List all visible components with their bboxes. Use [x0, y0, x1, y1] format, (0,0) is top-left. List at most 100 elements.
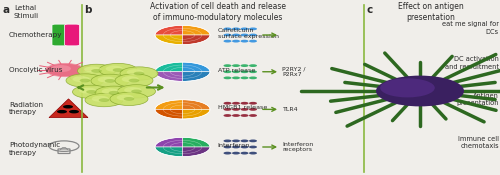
Circle shape	[232, 114, 240, 117]
Circle shape	[232, 152, 240, 155]
Circle shape	[240, 114, 248, 117]
Circle shape	[249, 146, 257, 148]
Circle shape	[249, 40, 257, 43]
Text: Antigen
presentation: Antigen presentation	[456, 93, 499, 107]
Circle shape	[104, 79, 116, 83]
Circle shape	[232, 76, 240, 79]
Wedge shape	[182, 62, 210, 72]
Wedge shape	[155, 109, 182, 119]
Wedge shape	[155, 72, 182, 81]
Circle shape	[69, 110, 79, 113]
Circle shape	[376, 76, 464, 106]
Circle shape	[124, 87, 142, 93]
Wedge shape	[182, 137, 210, 147]
Circle shape	[72, 76, 90, 82]
Circle shape	[240, 108, 248, 111]
Circle shape	[224, 152, 232, 155]
Circle shape	[66, 74, 104, 87]
Circle shape	[249, 108, 257, 111]
Circle shape	[380, 78, 435, 97]
Circle shape	[46, 63, 84, 77]
Text: a: a	[2, 5, 10, 15]
Circle shape	[120, 67, 158, 80]
Circle shape	[240, 40, 248, 43]
Circle shape	[224, 102, 232, 105]
Wedge shape	[155, 147, 182, 157]
Circle shape	[112, 68, 124, 72]
Wedge shape	[182, 72, 210, 81]
Text: P2RY2 /
P2Rx7: P2RY2 / P2Rx7	[282, 66, 306, 77]
Circle shape	[63, 105, 73, 108]
Circle shape	[240, 146, 248, 148]
Circle shape	[106, 66, 123, 72]
Circle shape	[240, 64, 248, 67]
Circle shape	[84, 66, 101, 73]
Circle shape	[240, 70, 248, 73]
Circle shape	[232, 139, 240, 142]
Circle shape	[80, 79, 90, 82]
Text: Calreticulin
surface expression: Calreticulin surface expression	[218, 28, 278, 39]
Circle shape	[224, 34, 232, 36]
Circle shape	[224, 108, 232, 111]
Wedge shape	[155, 35, 182, 45]
Circle shape	[118, 85, 156, 98]
Wedge shape	[182, 25, 210, 35]
Circle shape	[224, 114, 232, 117]
Text: Immune cell
chemotaxis: Immune cell chemotaxis	[458, 136, 499, 149]
Circle shape	[240, 27, 248, 30]
Wedge shape	[182, 109, 210, 119]
Text: Interferon: Interferon	[218, 143, 250, 148]
Circle shape	[249, 76, 257, 79]
Circle shape	[98, 76, 115, 82]
Circle shape	[126, 69, 144, 75]
Circle shape	[128, 79, 140, 82]
Circle shape	[224, 64, 232, 67]
Text: b: b	[84, 5, 92, 15]
Circle shape	[249, 152, 257, 155]
Wedge shape	[155, 137, 182, 147]
Text: Activation of cell death and release
of immuno-modulatory molecules: Activation of cell death and release of …	[150, 2, 286, 22]
Text: Photodynamic
therapy: Photodynamic therapy	[9, 142, 60, 156]
Text: Lethal
Stimuli: Lethal Stimuli	[14, 5, 39, 19]
Circle shape	[240, 76, 248, 79]
Circle shape	[99, 63, 137, 77]
Text: Chemotherapy: Chemotherapy	[9, 32, 62, 38]
Circle shape	[232, 40, 240, 43]
Circle shape	[110, 92, 148, 106]
Circle shape	[122, 76, 139, 82]
Circle shape	[249, 34, 257, 36]
Circle shape	[224, 146, 232, 148]
Circle shape	[72, 85, 110, 99]
Wedge shape	[155, 100, 182, 109]
Circle shape	[232, 102, 240, 105]
Circle shape	[116, 94, 134, 101]
Circle shape	[240, 152, 248, 155]
Polygon shape	[49, 99, 88, 118]
Circle shape	[115, 74, 153, 87]
Text: Effect on antigen
presentation: Effect on antigen presentation	[398, 2, 464, 22]
Text: TLR4: TLR4	[282, 107, 298, 112]
Text: eat me signal for
DCs: eat me signal for DCs	[442, 21, 499, 35]
Circle shape	[249, 139, 257, 142]
Circle shape	[249, 64, 257, 67]
Circle shape	[249, 27, 257, 30]
Circle shape	[240, 102, 248, 105]
Circle shape	[91, 69, 102, 73]
Circle shape	[232, 146, 240, 148]
Text: Oncolytic virus: Oncolytic virus	[9, 67, 62, 73]
Circle shape	[224, 40, 232, 43]
Circle shape	[79, 88, 96, 94]
Text: Radiation
therapy: Radiation therapy	[9, 102, 43, 115]
Circle shape	[124, 97, 134, 101]
Circle shape	[57, 110, 67, 113]
Circle shape	[95, 86, 133, 99]
Wedge shape	[155, 25, 182, 35]
Circle shape	[249, 102, 257, 105]
Wedge shape	[182, 147, 210, 157]
Text: DC activation
and recruitment: DC activation and recruitment	[445, 56, 499, 70]
Circle shape	[232, 70, 240, 73]
Circle shape	[134, 72, 144, 75]
Wedge shape	[155, 62, 182, 72]
Circle shape	[232, 108, 240, 111]
Circle shape	[102, 88, 119, 94]
